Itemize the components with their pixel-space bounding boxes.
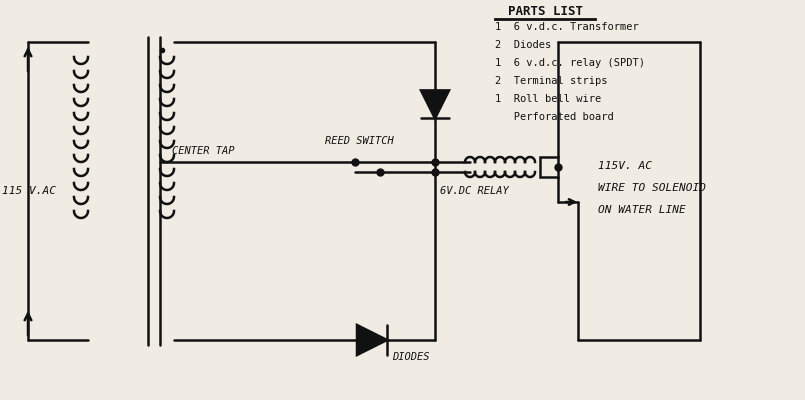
Text: 115V. AC: 115V. AC bbox=[598, 161, 652, 171]
Text: 2  Diodes: 2 Diodes bbox=[495, 40, 551, 50]
Text: REED SWITCH: REED SWITCH bbox=[325, 136, 394, 146]
Text: 6V.DC RELAY: 6V.DC RELAY bbox=[440, 186, 509, 196]
Text: 1  6 v.d.c. Transformer: 1 6 v.d.c. Transformer bbox=[495, 22, 638, 32]
Text: Perforated board: Perforated board bbox=[495, 112, 613, 122]
Text: 1  Roll bell wire: 1 Roll bell wire bbox=[495, 94, 601, 104]
Text: 2  Terminal strips: 2 Terminal strips bbox=[495, 76, 608, 86]
Text: ON WATER LINE: ON WATER LINE bbox=[598, 205, 686, 215]
Text: 115 V.AC: 115 V.AC bbox=[2, 186, 56, 196]
Polygon shape bbox=[421, 90, 449, 118]
Text: PARTS LIST: PARTS LIST bbox=[507, 5, 583, 18]
Text: 1  6 v.d.c. relay (SPDT): 1 6 v.d.c. relay (SPDT) bbox=[495, 58, 645, 68]
Bar bbox=[540, 157, 558, 177]
Text: DIODES: DIODES bbox=[392, 352, 430, 362]
Text: CENTER TAP: CENTER TAP bbox=[172, 146, 234, 156]
Polygon shape bbox=[357, 325, 387, 355]
Text: WIRE TO SOLENOID: WIRE TO SOLENOID bbox=[598, 183, 706, 193]
